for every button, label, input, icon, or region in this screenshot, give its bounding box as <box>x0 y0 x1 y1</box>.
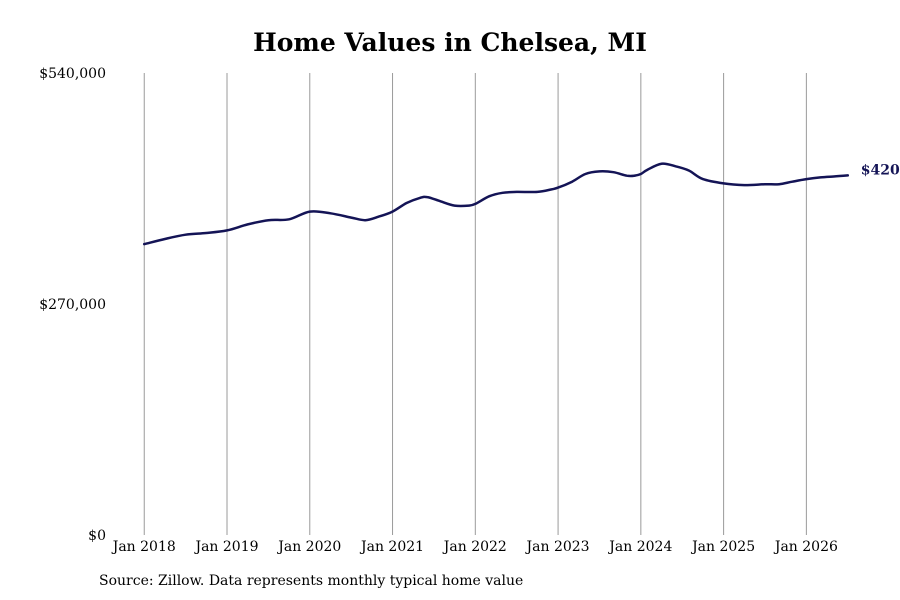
gridlines <box>143 73 807 535</box>
x-tick-label: Jan 2022 <box>442 539 507 555</box>
y-tick-label: $270,000 <box>39 297 106 313</box>
x-tick-label: Jan 2024 <box>607 539 672 555</box>
series-line <box>142 162 850 246</box>
x-tick-label: Jan 2019 <box>193 539 258 555</box>
x-axis-tick-labels: Jan 2018 Jan 2019 Jan 2020 Jan 2021 Jan 2022… <box>111 539 838 555</box>
x-tick-label: Jan 2026 <box>773 539 838 555</box>
x-tick-label: Jan 2023 <box>525 539 590 555</box>
series <box>142 162 850 246</box>
x-tick-label: Jan 2020 <box>276 539 341 555</box>
y-tick-label: $540,000 <box>39 66 106 82</box>
source-note: Source: Zillow. Data represents monthly … <box>99 573 524 589</box>
y-tick-label: $0 <box>88 528 106 544</box>
chart-title: Home Values in Chelsea, MI <box>253 28 647 57</box>
y-axis-tick-labels: $0 $270,000 $540,000 <box>39 66 106 544</box>
end-value-label: $420,267 <box>861 162 900 178</box>
x-tick-label: Jan 2025 <box>690 539 755 555</box>
x-tick-label: Jan 2021 <box>359 539 424 555</box>
x-tick-label: Jan 2018 <box>111 539 176 555</box>
